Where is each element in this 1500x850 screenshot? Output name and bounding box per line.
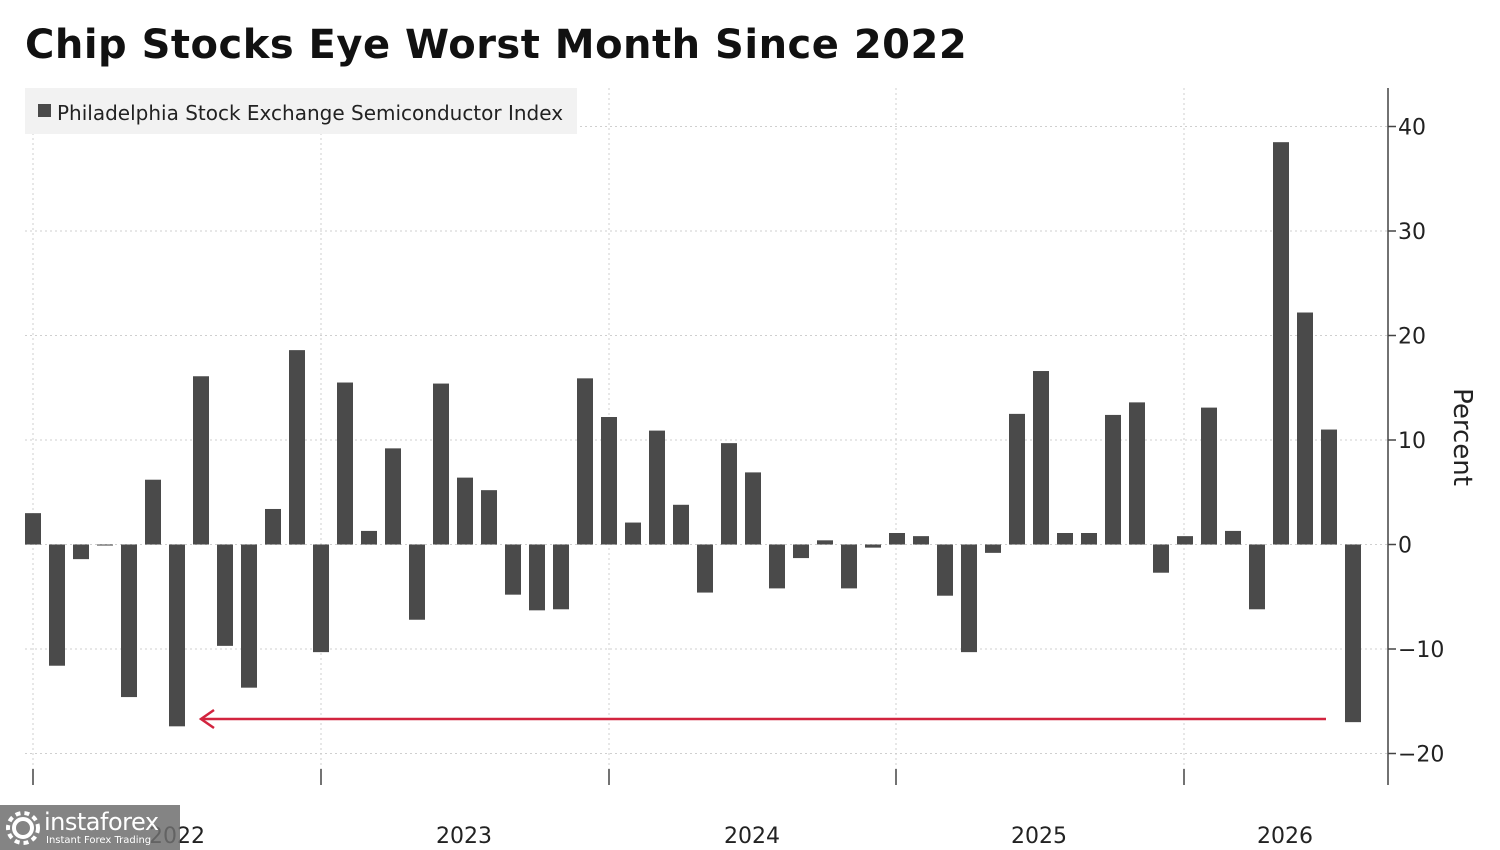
y-tick-label: 0 (1398, 534, 1412, 559)
bar (961, 544, 977, 653)
bar (1105, 414, 1121, 545)
bar (73, 544, 89, 560)
bar (841, 544, 857, 589)
bar (145, 479, 161, 545)
bar (121, 544, 137, 698)
bar (481, 490, 497, 545)
y-tick-label: −20 (1398, 743, 1444, 768)
bar (265, 508, 281, 545)
legend-label: Philadelphia Stock Exchange Semiconducto… (57, 101, 563, 125)
bar (217, 544, 233, 646)
bar (553, 544, 569, 610)
bar (745, 472, 761, 545)
bar (577, 378, 593, 545)
bar (1249, 544, 1265, 610)
bar (793, 544, 809, 559)
bar (361, 530, 377, 545)
bar (889, 533, 905, 545)
y-tick-label: 10 (1398, 429, 1426, 454)
watermark: instaforex Instant Forex Trading (0, 805, 180, 850)
x-tick-label: 2026 (1257, 824, 1313, 849)
bar (817, 540, 833, 545)
x-tick-label: 2024 (724, 824, 780, 849)
bar (193, 376, 209, 545)
bar (409, 544, 425, 620)
annotation-arrowhead (198, 708, 215, 730)
watermark-tagline: Instant Forex Trading (46, 835, 152, 846)
bar (433, 383, 449, 545)
bar (49, 544, 65, 666)
bar (1345, 544, 1361, 723)
bar (169, 544, 185, 727)
bar (697, 544, 713, 593)
y-tick-label: 30 (1398, 220, 1426, 245)
bar (937, 544, 953, 596)
bar (529, 544, 545, 611)
bar (985, 544, 1001, 553)
bar (865, 544, 881, 548)
bar (1273, 142, 1289, 545)
bar (505, 544, 521, 595)
legend-swatch (38, 104, 51, 117)
bar (1033, 371, 1049, 545)
grid (25, 88, 1388, 785)
bar (1321, 429, 1337, 545)
bars (25, 142, 1361, 727)
legend: Philadelphia Stock Exchange Semiconducto… (25, 88, 577, 134)
y-tick-label: 20 (1398, 325, 1426, 350)
bar (625, 522, 641, 545)
bar (913, 536, 929, 545)
bar (1297, 312, 1313, 545)
bar (25, 513, 41, 545)
bar (1177, 536, 1193, 545)
bar (673, 504, 689, 545)
bar (1081, 533, 1097, 545)
instaforex-logo-icon (6, 811, 40, 845)
bar (1201, 407, 1217, 545)
bar (457, 477, 473, 545)
bar (1225, 530, 1241, 545)
bar (769, 544, 785, 589)
y-tick-label: 40 (1398, 116, 1426, 141)
bar (337, 382, 353, 545)
bar (649, 430, 665, 545)
bar (289, 350, 305, 545)
annotation (198, 708, 1326, 730)
bar (385, 448, 401, 545)
bar (721, 443, 737, 545)
x-tick-label: 2023 (436, 824, 492, 849)
bar (1009, 413, 1025, 545)
bar (313, 544, 329, 653)
y-tick-label: −10 (1398, 638, 1444, 663)
watermark-brand: instaforex (44, 808, 159, 836)
bar (241, 544, 257, 688)
y-axis-title: Percent (1447, 388, 1477, 486)
bar (1057, 533, 1073, 545)
chart-title: Chip Stocks Eye Worst Month Since 2022 (25, 22, 968, 68)
bar (1153, 544, 1169, 573)
bar (601, 417, 617, 545)
x-tick-label: 2025 (1011, 824, 1067, 849)
bar (97, 544, 113, 546)
bar (1129, 402, 1145, 545)
legend-box (25, 88, 577, 134)
